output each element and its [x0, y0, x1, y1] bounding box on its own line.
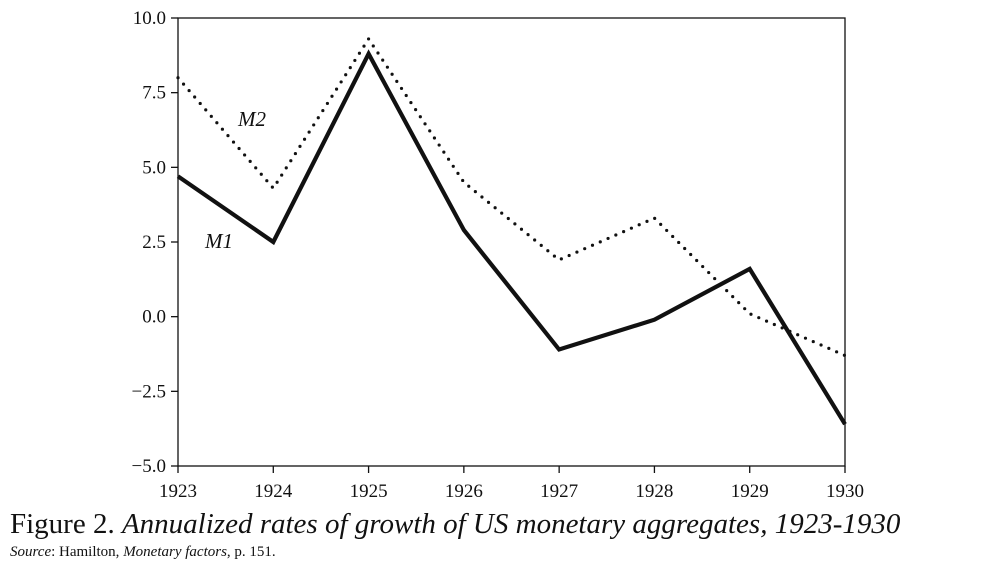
series-m1-line: [176, 49, 847, 426]
figure-title-line: Figure 2. Annualized rates of growth of …: [10, 506, 980, 542]
y-tick-label: 2.5: [142, 232, 166, 253]
x-tick-label: 1924: [254, 481, 293, 502]
x-tick-label: 1928: [635, 481, 673, 502]
y-tick-label: 7.5: [142, 83, 166, 104]
y-tick-label: 10.0: [133, 8, 166, 29]
source-label: Source: [10, 544, 52, 560]
x-tick-label: 1930: [826, 481, 864, 502]
figure-title: Annualized rates of growth of US monetar…: [121, 508, 901, 540]
series-m2-line: [176, 35, 847, 358]
y-tick-label: 5.0: [142, 157, 166, 178]
plot-frame: [177, 17, 846, 467]
x-tick-label: 1923: [159, 481, 197, 502]
line-chart: 10.07.55.02.50.0−2.5−5.0 1923 1924 1925 192…: [132, 8, 864, 502]
series-labels: M1 M2: [204, 107, 266, 253]
x-tick-label: 1926: [445, 481, 483, 502]
x-tick-label: 1929: [731, 481, 769, 502]
x-axis: 1923 1924 1925 1926 1927 1928 1929 1930: [159, 466, 864, 502]
y-tick-label: 0.0: [142, 307, 166, 328]
y-tick-label: −2.5: [132, 381, 166, 402]
x-tick-label: 1927: [540, 481, 578, 502]
series-layer: [176, 35, 847, 426]
figure-caption: Figure 2. Annualized rates of growth of …: [10, 506, 980, 561]
figure-label: Figure 2.: [10, 508, 115, 540]
source-line: Source: Hamilton, Monetary factors, p. 1…: [10, 543, 980, 561]
y-tick-label: −5.0: [132, 456, 166, 477]
plot-border: [177, 17, 846, 467]
series-label-m1: M1: [204, 229, 233, 253]
y-axis: 10.0 7.5 5.0 2.5 0.0 −2.5 −5.0: [132, 8, 178, 477]
series-label-m2: M2: [237, 107, 266, 131]
source-work: Monetary factors: [123, 544, 227, 560]
source-page: , p. 151.: [226, 544, 276, 560]
x-tick-label: 1925: [350, 481, 388, 502]
source-author: : Hamilton,: [51, 544, 120, 560]
